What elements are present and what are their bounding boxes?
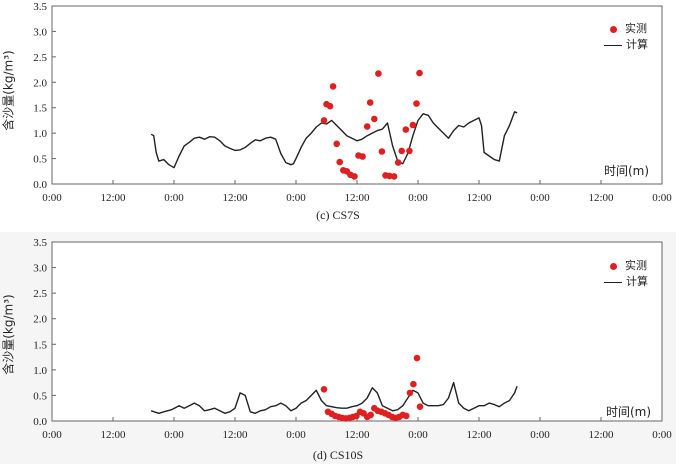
data-point-measured: [329, 83, 337, 90]
data-point-measured: [416, 69, 423, 77]
x-tick-label: 0:00: [408, 429, 428, 441]
data-point-measured: [326, 102, 334, 110]
y-axis-label: 含沙量(kg/m³): [1, 294, 16, 375]
data-point-measured: [403, 412, 410, 420]
y-tick-label: 0.5: [33, 390, 47, 402]
x-tick-label: 0:00: [652, 192, 672, 204]
data-point-measured: [320, 117, 328, 124]
data-point-measured: [351, 173, 358, 180]
data-point-measured: [390, 173, 398, 180]
chart-panel-c: 0.0 0.5 1.0 1.5 2.0 2.5 3.0 3.5 0:00 12:00 0:00 12:…: [0, 0, 676, 230]
x-tick-label: 0:00: [652, 429, 672, 441]
data-point-measured: [363, 123, 371, 130]
data-point-measured: [409, 121, 417, 129]
x-tick-label: 0:00: [286, 192, 306, 204]
x-tick-label: 0:00: [408, 192, 428, 204]
series-line-computed: [150, 111, 518, 169]
x-tick-label: 12:00: [588, 429, 614, 441]
legend-item-computed: 计算: [604, 37, 648, 53]
chart-panel-d: 0.0 0.5 1.0 1.5 2.0 2.5 3.0 3.5 0:00 12:00 0:00 12:…: [0, 232, 676, 464]
x-tick-label: 0:00: [42, 429, 62, 441]
y-tick-label: 2.5: [33, 288, 47, 300]
legend-dot-icon: [610, 25, 617, 33]
chart-d-svg: 0.0 0.5 1.0 1.5 2.0 2.5 3.0 3.5 0:00 12:00 0:00 12:…: [33, 237, 672, 441]
x-tick-label: 12:00: [222, 429, 248, 441]
y-tick-label: 1.0: [33, 365, 47, 377]
x-tick-label: 12:00: [100, 192, 126, 204]
x-tick-label: 0:00: [286, 429, 306, 441]
x-tick-label: 12:00: [466, 429, 492, 441]
data-point-measured: [416, 403, 424, 410]
data-point-measured: [336, 158, 344, 166]
x-axis-label: 时间(m): [606, 405, 652, 419]
x-tick-label: 12:00: [588, 192, 614, 204]
legend-item-computed: 计算: [604, 274, 648, 290]
data-point-measured: [406, 389, 414, 397]
x-tick-label: 0:00: [530, 192, 550, 204]
plot-frame: [51, 241, 663, 422]
y-tick-label: 1.0: [33, 128, 47, 140]
data-point-measured: [378, 148, 386, 155]
y-axis-label: 含沙量(kg/m³): [1, 50, 16, 131]
x-tick-label: 0:00: [164, 429, 184, 441]
y-tick-label: 2.5: [33, 52, 47, 64]
x-tick-label: 0:00: [164, 192, 184, 204]
series-line-computed: [150, 381, 518, 414]
legend-label-computed: 计算: [626, 38, 648, 51]
y-tick-label: 0.5: [33, 154, 47, 166]
chart-caption: (c) CS7S: [316, 208, 360, 222]
data-point-measured: [320, 386, 328, 393]
x-tick-label: 12:00: [466, 192, 492, 204]
data-point-measured: [406, 147, 413, 155]
y-tick-label: 3.5: [33, 1, 47, 13]
legend-label-measured: 实测: [625, 22, 647, 35]
y-tick-label: 2.0: [33, 314, 47, 326]
x-tick-label: 0:00: [530, 429, 550, 441]
legend-dot-icon: [610, 262, 617, 270]
data-point-measured: [410, 380, 417, 388]
legend-label-measured: 实测: [625, 259, 647, 272]
y-tick-label: 2.0: [33, 77, 47, 89]
data-point-measured: [359, 153, 366, 160]
legend-item-measured: 实测: [604, 258, 648, 274]
x-axis-label: 时间(m): [604, 164, 650, 178]
x-tick-label: 12:00: [344, 429, 370, 441]
data-point-measured: [367, 411, 375, 419]
chart-caption: (d) CS10S: [312, 448, 364, 462]
y-tick-label: 3.0: [33, 263, 47, 275]
y-tick-label: 0.0: [33, 179, 47, 191]
x-tick-label: 12:00: [222, 192, 248, 204]
data-point-measured: [394, 159, 402, 166]
data-point-measured: [398, 147, 406, 155]
legend: 实测 计算: [604, 258, 648, 290]
x-tick-label: 0:00: [42, 192, 62, 204]
legend-label-computed: 计算: [626, 275, 648, 288]
legend: 实测 计算: [604, 21, 648, 53]
y-tick-label: 1.5: [33, 103, 47, 115]
data-point-measured: [333, 140, 341, 148]
y-tick-label: 0.0: [33, 416, 47, 428]
y-tick-label: 1.5: [33, 339, 47, 351]
data-point-measured: [413, 354, 421, 362]
data-point-measured: [366, 99, 374, 106]
legend-line-icon: [604, 281, 622, 283]
x-tick-label: 12:00: [100, 429, 126, 441]
y-tick-label: 3.5: [33, 237, 47, 249]
x-tick-label: 12:00: [344, 192, 370, 204]
data-point-measured: [371, 115, 378, 123]
data-point-measured: [413, 100, 420, 107]
chart-c-svg: 0.0 0.5 1.0 1.5 2.0 2.5 3.0 3.5 0:00 12:00 0:00 12:…: [33, 1, 672, 204]
data-point-measured: [375, 70, 382, 77]
legend-line-icon: [604, 44, 622, 46]
y-tick-label: 3.0: [33, 26, 47, 38]
data-point-measured: [402, 126, 410, 133]
legend-item-measured: 实测: [604, 21, 648, 37]
